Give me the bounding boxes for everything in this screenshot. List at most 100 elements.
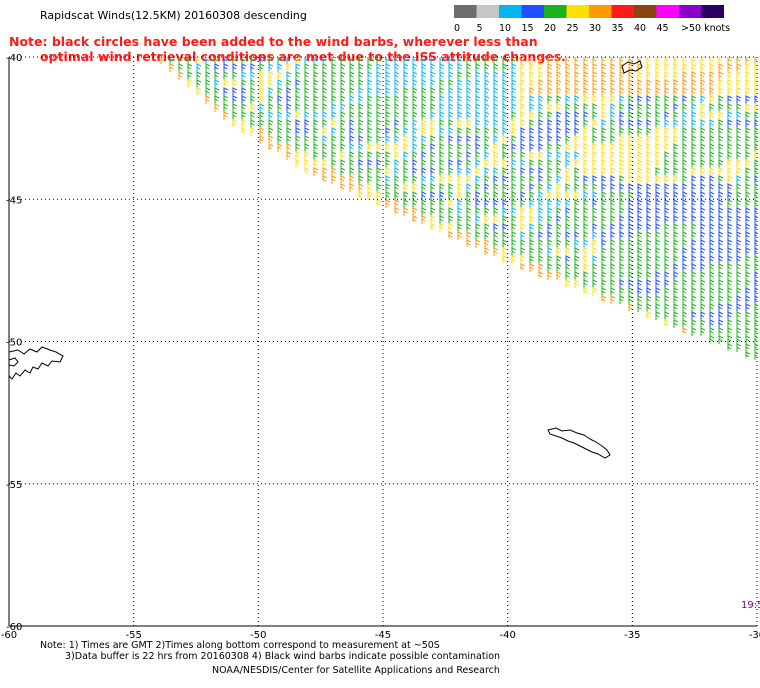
wind-barb — [709, 127, 715, 136]
wind-barb — [547, 151, 553, 160]
wind-barb — [718, 263, 724, 272]
wind-barb — [628, 247, 634, 256]
wind-barb — [448, 57, 454, 64]
wind-barb — [493, 159, 499, 168]
wind-barb — [457, 87, 463, 96]
wind-barb — [736, 223, 742, 232]
wind-barb — [637, 175, 643, 184]
wind-barb — [475, 79, 481, 88]
wind-barb — [304, 159, 310, 168]
wind-barb — [547, 103, 553, 112]
wind-barb — [502, 95, 508, 104]
wind-barb — [340, 63, 346, 72]
legend-label: 35 — [612, 23, 624, 34]
wind-barb — [745, 95, 751, 104]
wind-barb — [664, 239, 670, 248]
wind-barb — [358, 79, 364, 88]
wind-barb — [187, 57, 193, 64]
wind-barb — [601, 63, 607, 72]
wind-barb — [727, 191, 733, 200]
wind-barb — [538, 63, 544, 72]
wind-barb — [385, 191, 391, 200]
wind-barb — [313, 127, 319, 136]
wind-barb — [439, 71, 445, 80]
wind-barb — [691, 135, 697, 144]
wind-barb — [619, 135, 625, 144]
wind-barb — [547, 223, 553, 232]
wind-barb — [376, 199, 382, 208]
wind-barb — [547, 207, 553, 216]
wind-barb — [430, 207, 436, 216]
wind-barb — [502, 111, 508, 120]
wind-barb — [340, 143, 346, 152]
wind-barb — [466, 159, 472, 168]
wind-barb — [637, 239, 643, 248]
wind-barb — [529, 215, 535, 224]
wind-barb — [664, 263, 670, 272]
wind-barb — [691, 223, 697, 232]
wind-barb — [493, 167, 499, 176]
wind-barb — [619, 167, 625, 176]
wind-barb — [358, 135, 364, 144]
wind-barb — [511, 57, 517, 64]
wind-barb — [745, 151, 751, 160]
wind-barb — [412, 71, 418, 80]
wind-barb — [610, 231, 616, 240]
wind-barb — [295, 159, 301, 168]
wind-barb — [385, 79, 391, 88]
wind-barb — [511, 183, 517, 192]
wind-barb — [457, 175, 463, 184]
wind-barb — [700, 143, 706, 152]
wind-barb — [628, 183, 634, 192]
wind-barb — [394, 79, 400, 88]
wind-barb — [394, 111, 400, 120]
wind-barb — [349, 57, 355, 64]
legend-label: 10 — [499, 23, 511, 34]
wind-barb — [736, 175, 742, 184]
wind-barb — [340, 135, 346, 144]
wind-barb — [412, 199, 418, 208]
wind-barb — [439, 151, 445, 160]
wind-barb — [529, 223, 535, 232]
wind-barb — [709, 119, 715, 128]
wind-barb — [556, 175, 562, 184]
wind-barb — [718, 303, 724, 312]
wind-barb — [601, 279, 607, 288]
wind-barb — [403, 207, 409, 216]
wind-barb — [637, 191, 643, 200]
wind-barb — [475, 135, 481, 144]
wind-barb — [367, 183, 373, 192]
wind-barb — [637, 263, 643, 272]
wind-barb — [691, 175, 697, 184]
latitude-labels: -40-45-50-55-60 — [6, 53, 22, 633]
wind-barb — [466, 199, 472, 208]
wind-barb — [466, 63, 472, 72]
wind-barb — [718, 159, 724, 168]
wind-barb — [358, 63, 364, 72]
longitude-labels: -60-55-50-45-40-35-30 — [1, 630, 760, 641]
wind-barb — [511, 175, 517, 184]
wind-barb — [421, 79, 427, 88]
wind-barb — [511, 207, 517, 216]
wind-barb — [430, 151, 436, 160]
wind-barb — [655, 63, 661, 72]
wind-barb — [700, 79, 706, 88]
wind-barb — [295, 103, 301, 112]
wind-barb — [565, 271, 571, 280]
wind-barb — [196, 71, 202, 80]
wind-barb — [538, 127, 544, 136]
wind-barb — [457, 151, 463, 160]
wind-barb — [619, 207, 625, 216]
wind-barb — [601, 95, 607, 104]
wind-barb — [484, 175, 490, 184]
wind-barb — [340, 95, 346, 104]
wind-barb — [349, 143, 355, 152]
wind-barb — [502, 103, 508, 112]
wind-barb — [484, 87, 490, 96]
wind-barb — [484, 231, 490, 240]
wind-barb — [754, 335, 757, 344]
wind-barb — [583, 95, 589, 104]
wind-barb — [745, 183, 751, 192]
wind-barb — [637, 79, 643, 88]
